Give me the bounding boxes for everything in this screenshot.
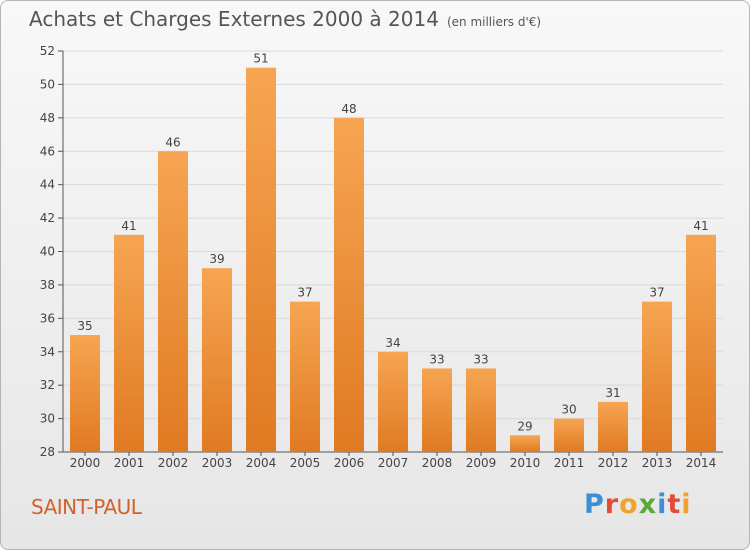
x-tick-label: 2014 xyxy=(686,456,717,470)
x-tick-label: 2010 xyxy=(510,456,541,470)
x-tick-label: 2005 xyxy=(290,456,321,470)
bar xyxy=(246,67,276,452)
x-tick-label: 2012 xyxy=(598,456,629,470)
bar xyxy=(686,234,716,452)
y-tick-label: 52 xyxy=(40,44,55,58)
data-label: 37 xyxy=(297,286,312,300)
data-label: 37 xyxy=(649,286,664,300)
x-tick-label: 2004 xyxy=(246,456,277,470)
y-tick-label: 28 xyxy=(40,445,55,459)
town-name: SAINT-PAUL xyxy=(31,495,142,519)
bar xyxy=(642,301,672,452)
bar xyxy=(202,268,232,452)
bar xyxy=(554,418,584,452)
y-tick-label: 40 xyxy=(40,245,55,259)
x-tick-label: 2001 xyxy=(114,456,145,470)
x-tick-label: 2006 xyxy=(334,456,365,470)
logo-letter: r xyxy=(604,489,620,520)
logo-letter: t xyxy=(667,489,682,520)
y-tick-label: 38 xyxy=(40,278,55,292)
bar xyxy=(158,151,188,452)
data-label: 41 xyxy=(693,219,708,233)
x-tick-label: 2009 xyxy=(466,456,497,470)
unit-label: (en milliers d'€) xyxy=(446,15,542,29)
bar xyxy=(290,301,320,452)
data-label: 41 xyxy=(121,219,136,233)
y-tick-label: 30 xyxy=(40,412,55,426)
bar xyxy=(510,435,540,452)
bar xyxy=(114,234,144,452)
x-tick-label: 2013 xyxy=(642,456,673,470)
logo-letter: o xyxy=(619,489,639,520)
proxiti-logo[interactable]: Proxiti xyxy=(584,489,692,520)
data-label: 46 xyxy=(165,135,180,149)
chart-title: Achats et Charges Externes 2000 à 2014 (e… xyxy=(29,7,541,31)
y-tick-label: 34 xyxy=(40,345,55,359)
bar xyxy=(378,351,408,452)
bar xyxy=(598,401,628,452)
x-tick-label: 2008 xyxy=(422,456,453,470)
bar xyxy=(70,335,100,452)
logo-letter: i xyxy=(681,489,692,520)
y-tick-label: 44 xyxy=(40,178,55,192)
logo-letter: i xyxy=(657,489,668,520)
x-tick-label: 2007 xyxy=(378,456,409,470)
title-text: Achats et Charges Externes 2000 à 2014 xyxy=(29,7,439,31)
bar xyxy=(466,368,496,452)
bar xyxy=(334,117,364,452)
x-tick-label: 2011 xyxy=(554,456,585,470)
y-tick-label: 42 xyxy=(40,211,55,225)
data-label: 39 xyxy=(209,252,224,266)
data-label: 29 xyxy=(517,419,532,433)
y-tick-label: 50 xyxy=(40,77,55,91)
data-label: 33 xyxy=(473,352,488,366)
logo-letter: x xyxy=(638,489,658,520)
y-tick-label: 48 xyxy=(40,111,55,125)
data-label: 51 xyxy=(253,52,268,66)
logo-letter: P xyxy=(584,489,605,520)
data-label: 31 xyxy=(605,386,620,400)
y-tick-label: 36 xyxy=(40,311,55,325)
data-label: 35 xyxy=(77,319,92,333)
bar xyxy=(422,368,452,452)
data-label: 30 xyxy=(561,403,576,417)
x-tick-label: 2003 xyxy=(202,456,233,470)
y-tick-label: 46 xyxy=(40,144,55,158)
bars xyxy=(70,67,716,452)
data-label: 33 xyxy=(429,352,444,366)
x-tick-label: 2002 xyxy=(158,456,189,470)
data-label: 48 xyxy=(341,102,356,116)
labels: 35 2000 41 2001 46 2002 39 2003 51 2004 37 2005 48 20… xyxy=(70,52,717,470)
x-tick-label: 2000 xyxy=(70,456,101,470)
data-label: 34 xyxy=(385,336,400,350)
y-tick-label: 32 xyxy=(40,378,55,392)
